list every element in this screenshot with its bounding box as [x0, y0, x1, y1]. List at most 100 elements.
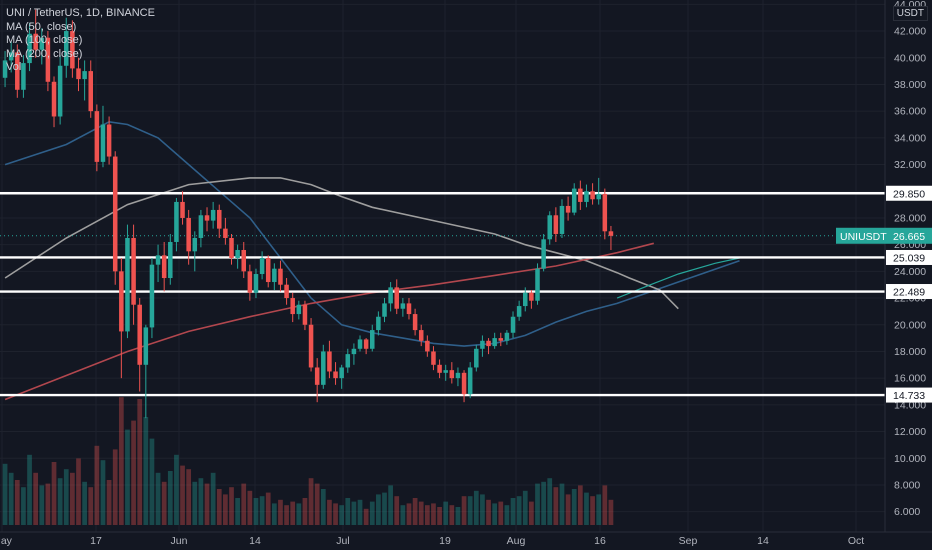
price-tick-label: 16.000: [894, 373, 926, 385]
current-symbol-label: UNIUSDT: [840, 231, 887, 243]
volume-bar: [486, 499, 491, 525]
volume-bar: [424, 505, 430, 525]
time-axis-bg: [0, 532, 932, 550]
volume-bar: [571, 489, 577, 525]
candle: [314, 358, 320, 403]
horizontal-levels[interactable]: [0, 192, 885, 397]
candle-body: [541, 239, 546, 269]
current-price-badge[interactable]: [836, 227, 932, 244]
candle: [82, 60, 87, 101]
volume-bar: [216, 489, 222, 525]
candle: [327, 340, 332, 379]
candle-body: [39, 37, 45, 50]
candle-body: [278, 268, 283, 285]
candle: [241, 241, 246, 279]
candle: [174, 197, 179, 252]
time-tick-label: 14: [757, 535, 769, 547]
legend-title[interactable]: UNI / TetherUS, 1D, BINANCE: [6, 7, 155, 19]
volume-bar: [577, 485, 583, 525]
volume-bar: [70, 472, 75, 525]
volume-bar: [39, 485, 45, 525]
volume-bar: [504, 505, 510, 525]
price-tick-label: 40.000: [894, 52, 926, 64]
candle: [474, 344, 479, 372]
candle: [492, 332, 497, 349]
candle-body: [204, 215, 210, 221]
candle: [88, 60, 93, 118]
candle-body: [339, 367, 344, 379]
price-tick-label: 36.000: [894, 106, 926, 118]
candle: [321, 344, 326, 389]
candle: [596, 177, 601, 205]
candle: [376, 311, 381, 336]
legend-ma100[interactable]: MA (100, close): [6, 34, 83, 46]
volume-bar: [339, 505, 345, 525]
volume-bar: [455, 507, 461, 525]
candle: [578, 180, 583, 210]
price-tick-label: 24.000: [894, 266, 926, 278]
volume-bar: [265, 492, 271, 525]
candle: [149, 258, 155, 339]
volume-bar: [559, 483, 565, 525]
ma-line-ma100: [4, 177, 679, 310]
candle-body: [480, 340, 485, 349]
candle-body: [223, 228, 228, 238]
candle: [180, 191, 185, 225]
candle-body: [602, 193, 608, 232]
candle: [547, 211, 552, 245]
volume-bar: [394, 496, 400, 525]
volume-bar: [535, 483, 540, 525]
time-tick-label: 14: [249, 535, 261, 547]
candle-body: [376, 316, 381, 331]
volume-bar: [498, 501, 504, 525]
candle: [21, 55, 26, 98]
candle: [125, 224, 130, 339]
candle-body: [608, 231, 614, 236]
candle: [394, 279, 399, 315]
level-price-badge[interactable]: [886, 185, 932, 201]
currency-label[interactable]: USDT: [892, 6, 928, 21]
price-tick-label: 38.000: [894, 79, 926, 91]
candle-body: [357, 339, 363, 349]
candle: [345, 348, 351, 373]
candle: [351, 343, 357, 365]
price-tick-label: 32.000: [894, 159, 926, 171]
legend-ma200[interactable]: MA (200, close): [6, 47, 83, 60]
volume-bars: [2, 397, 614, 525]
volume-bar: [204, 483, 210, 525]
candle-body: [321, 351, 326, 385]
candle: [235, 244, 240, 269]
level-price-badge[interactable]: [886, 249, 932, 265]
time-tick-label: Jun: [171, 535, 188, 547]
candle: [290, 292, 295, 323]
legend-vol[interactable]: Vol: [6, 61, 22, 73]
volume-bar: [314, 483, 320, 525]
candle: [223, 217, 228, 245]
time-axis[interactable]: May 17 Jun 14 Jul 19 Aug 16 Sep 14 Oct: [0, 531, 932, 550]
volume-bar: [2, 463, 8, 525]
candle: [253, 268, 259, 299]
price-axis[interactable]: 44.000 42.000 40.000 38.000 36.000 34.000 32.0…: [836, 0, 932, 550]
candle-body: [553, 215, 559, 234]
level-price-badge[interactable]: [886, 284, 932, 300]
level-price-badge[interactable]: [886, 387, 932, 403]
candle-body: [351, 348, 357, 355]
volume-bar: [229, 487, 234, 525]
volume-bar: [284, 505, 289, 525]
candle-body: [64, 31, 69, 66]
candle: [272, 263, 277, 291]
volume-bar: [290, 501, 296, 525]
legend-ma50[interactable]: MA (50, close): [6, 20, 77, 33]
candle: [333, 362, 338, 385]
candle: [602, 188, 608, 240]
volume-bar: [88, 487, 94, 525]
price-tick-label: 20.000: [894, 319, 926, 331]
candle: [247, 264, 253, 301]
candle-body: [33, 33, 38, 50]
candle-body: [161, 255, 167, 279]
candle: [388, 282, 393, 312]
current-price-label: 26.665: [893, 231, 925, 243]
volume-bar: [406, 503, 412, 525]
candle-body: [143, 327, 149, 365]
